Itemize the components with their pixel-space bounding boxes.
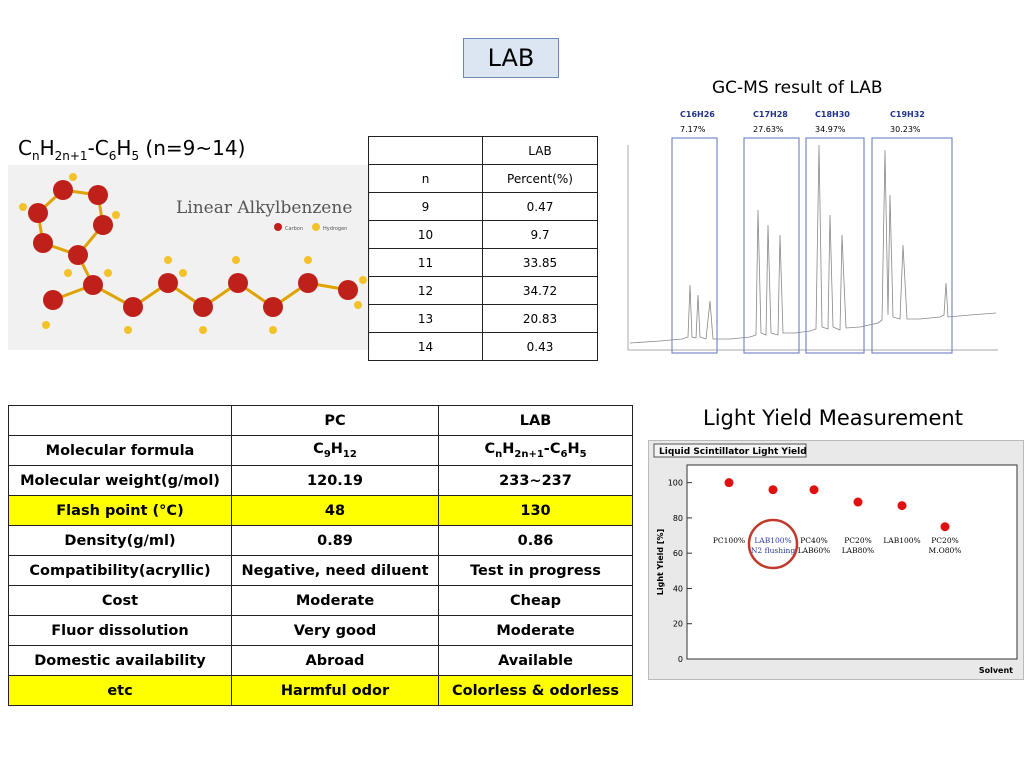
table-row: 14 0.43: [368, 332, 598, 361]
data-point: [853, 497, 863, 507]
point-label: LAB80%: [842, 546, 875, 555]
gcms-group-percent: 30.23%: [890, 125, 921, 134]
table-row: Compatibility(acryllic) Negative, need di…: [8, 555, 633, 586]
gcms-group-percent: 34.97%: [815, 125, 846, 134]
light-yield-svg: Liquid Scintillator Light Yield 0 20 40 60 80…: [653, 443, 1018, 675]
y-axis-label: Light Yield [%]: [656, 529, 665, 595]
point-label: LAB100%: [883, 536, 920, 545]
gcms-chromatogram: C16H26 C17H28 C18H30 C19H32 7.17% 27.63%…: [620, 105, 1002, 360]
table-row: 10 9.7: [368, 220, 598, 249]
point-label: LAB60%: [798, 546, 831, 555]
point-label: LAB100%: [754, 536, 791, 545]
data-point: [940, 522, 950, 532]
composition-table: LAB n Percent(%) 9 0.47 10 9.7 11 33.85 12 3…: [368, 136, 598, 361]
chart-title: Liquid Scintillator Light Yield: [659, 447, 807, 457]
y-tick-label: 100: [668, 479, 683, 488]
y-tick-label: 80: [673, 514, 683, 523]
pc-formula-cell: C9H12: [231, 435, 439, 466]
table-row: Flash point (°C) 48 130: [8, 495, 633, 526]
highlight-circle: [747, 518, 799, 570]
lab-formula-cell: CnH2n+1-C6H5: [438, 435, 633, 466]
table-row: 13 20.83: [368, 304, 598, 333]
x-axis-label: Solvent: [979, 666, 1013, 675]
point-label: N2 flushing: [751, 546, 795, 555]
table-row: Density(g/ml) 0.89 0.86: [8, 525, 633, 556]
point-label: PC20%: [931, 536, 958, 545]
y-tick-label: 0: [678, 655, 683, 664]
y-tick-label: 60: [673, 549, 683, 558]
gcms-group-formula: C19H32: [890, 110, 925, 119]
data-point: [809, 485, 819, 495]
gcms-group-formula: C17H28: [753, 110, 788, 119]
comparison-table: PC LAB Molecular formula C9H12 CnH2n+1-C…: [8, 405, 633, 706]
point-label: PC20%: [844, 536, 871, 545]
gcms-title: GC-MS result of LAB: [712, 78, 883, 98]
light-yield-title: Light Yield Measurement: [703, 406, 963, 430]
y-tick-label: 40: [673, 584, 683, 593]
table-row: 12 34.72: [368, 276, 598, 305]
data-point: [724, 478, 734, 488]
gcms-svg: C16H26 C17H28 C18H30 C19H32 7.17% 27.63%…: [627, 110, 998, 354]
data-point: [768, 485, 778, 495]
gcms-group-percent: 27.63%: [753, 125, 784, 134]
y-tick-label: 20: [673, 620, 683, 629]
lab-molecule-svg: Linear Alkylbenzene Carbon Hydrogen: [19, 173, 367, 334]
table-header-row: LAB: [368, 136, 598, 165]
gcms-group-formula: C16H26: [680, 110, 715, 119]
gcms-group-formula: C18H30: [815, 110, 850, 119]
table-row: Cost Moderate Cheap: [8, 585, 633, 616]
general-formula: CnH2n+1-C6H5 (n=9~14): [18, 136, 246, 163]
chart-title-box: [653, 443, 807, 458]
table-row: Domestic availability Abroad Available: [8, 645, 633, 676]
data-point: [897, 501, 907, 511]
molecule-illustration: Linear Alkylbenzene Carbon Hydrogen: [8, 165, 370, 350]
table-row: Molecular formula C9H12 CnH2n+1-C6H5: [8, 435, 633, 466]
table-row: 9 0.47: [368, 192, 598, 221]
gcms-group-percent: 7.17%: [680, 125, 706, 134]
table-subheader-row: n Percent(%): [368, 164, 598, 193]
table-row: Molecular weight(g/mol) 120.19 233~237: [8, 465, 633, 496]
light-yield-chart: Liquid Scintillator Light Yield 0 20 40 60 80…: [648, 440, 1024, 680]
point-label: PC100%: [713, 536, 745, 545]
point-label: M.O80%: [929, 546, 962, 555]
svg-text:Carbon: Carbon: [285, 226, 303, 232]
point-label: PC40%: [800, 536, 827, 545]
table-row: Fluor dissolution Very good Moderate: [8, 615, 633, 646]
table-header-row: PC LAB: [8, 405, 633, 436]
table-row: 11 33.85: [368, 248, 598, 277]
table-row: etc Harmful odor Colorless & odorless: [8, 675, 633, 706]
svg-text:Hydrogen: Hydrogen: [323, 226, 347, 232]
molecule-label: Linear Alkylbenzene: [176, 198, 352, 218]
slide-title: LAB: [463, 38, 559, 78]
plot-area: [686, 464, 1018, 660]
